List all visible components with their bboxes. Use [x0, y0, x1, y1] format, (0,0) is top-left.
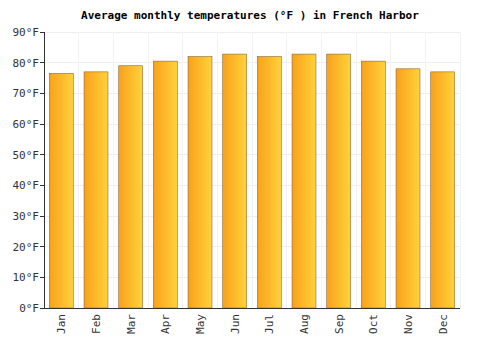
- bar: [153, 61, 177, 308]
- y-axis: [44, 32, 45, 308]
- x-tick-label: Sep: [333, 314, 346, 334]
- x-tick-label: Feb: [90, 314, 103, 334]
- y-tick-label: 60°F: [13, 118, 40, 131]
- y-tick-label: 20°F: [13, 241, 40, 254]
- y-tick: [40, 93, 44, 94]
- bar: [49, 73, 73, 308]
- chart: Average monthly temperatures (°F ) in Fr…: [0, 0, 500, 350]
- x-tick-label: May: [194, 314, 207, 334]
- bar: [84, 72, 108, 308]
- y-tick-label: 40°F: [13, 179, 40, 192]
- x-axis: [44, 308, 460, 309]
- x-tick-label: Jun: [229, 314, 242, 334]
- y-tick-label: 50°F: [13, 149, 40, 162]
- bar: [327, 54, 351, 308]
- y-tick: [40, 246, 44, 247]
- grid-line-vertical: [113, 32, 114, 308]
- y-tick-label: 90°F: [13, 26, 40, 39]
- grid: [44, 32, 460, 308]
- y-tick: [40, 32, 44, 33]
- y-tick: [40, 62, 44, 63]
- x-tick-label: Jul: [263, 314, 276, 334]
- grid-line-vertical: [425, 32, 426, 308]
- y-tick-label: 70°F: [13, 87, 40, 100]
- x-tick-label: Dec: [437, 314, 450, 334]
- x-tick-label: Oct: [367, 314, 380, 334]
- grid-line-vertical: [286, 32, 287, 308]
- grid-line-vertical: [217, 32, 218, 308]
- y-tick: [40, 277, 44, 278]
- bar: [361, 61, 385, 308]
- grid-line-vertical: [148, 32, 149, 308]
- y-tick: [40, 154, 44, 155]
- grid-line: [44, 308, 460, 309]
- bar: [431, 72, 455, 308]
- bar: [119, 66, 143, 308]
- grid-line-vertical: [182, 32, 183, 308]
- bar: [292, 54, 316, 308]
- y-tick-label: 10°F: [13, 271, 40, 284]
- y-tick: [40, 185, 44, 186]
- x-tick-label: Mar: [125, 314, 138, 334]
- y-tick-label: 30°F: [13, 210, 40, 223]
- grid-line-vertical: [252, 32, 253, 308]
- x-tick-label: Aug: [298, 314, 311, 334]
- bars: [49, 54, 454, 308]
- bar: [396, 69, 420, 308]
- grid-line-vertical: [321, 32, 322, 308]
- x-tick-label: Apr: [159, 314, 172, 334]
- grid-line-vertical: [460, 32, 461, 308]
- title: Average monthly temperatures (°F ) in Fr…: [81, 9, 419, 22]
- y-tick-label: 0°F: [19, 302, 39, 315]
- grid-line-vertical: [356, 32, 357, 308]
- y-tick: [40, 124, 44, 125]
- y-tick-label: 80°F: [13, 57, 40, 70]
- y-tick: [40, 308, 44, 309]
- bar: [223, 54, 247, 308]
- x-tick-label: Jan: [55, 314, 68, 334]
- bar: [257, 57, 281, 308]
- y-tick: [40, 216, 44, 217]
- grid-line-vertical: [390, 32, 391, 308]
- bar: [188, 57, 212, 308]
- grid-line-vertical: [44, 32, 45, 308]
- x-tick-label: Nov: [402, 314, 415, 334]
- grid-line-vertical: [78, 32, 79, 308]
